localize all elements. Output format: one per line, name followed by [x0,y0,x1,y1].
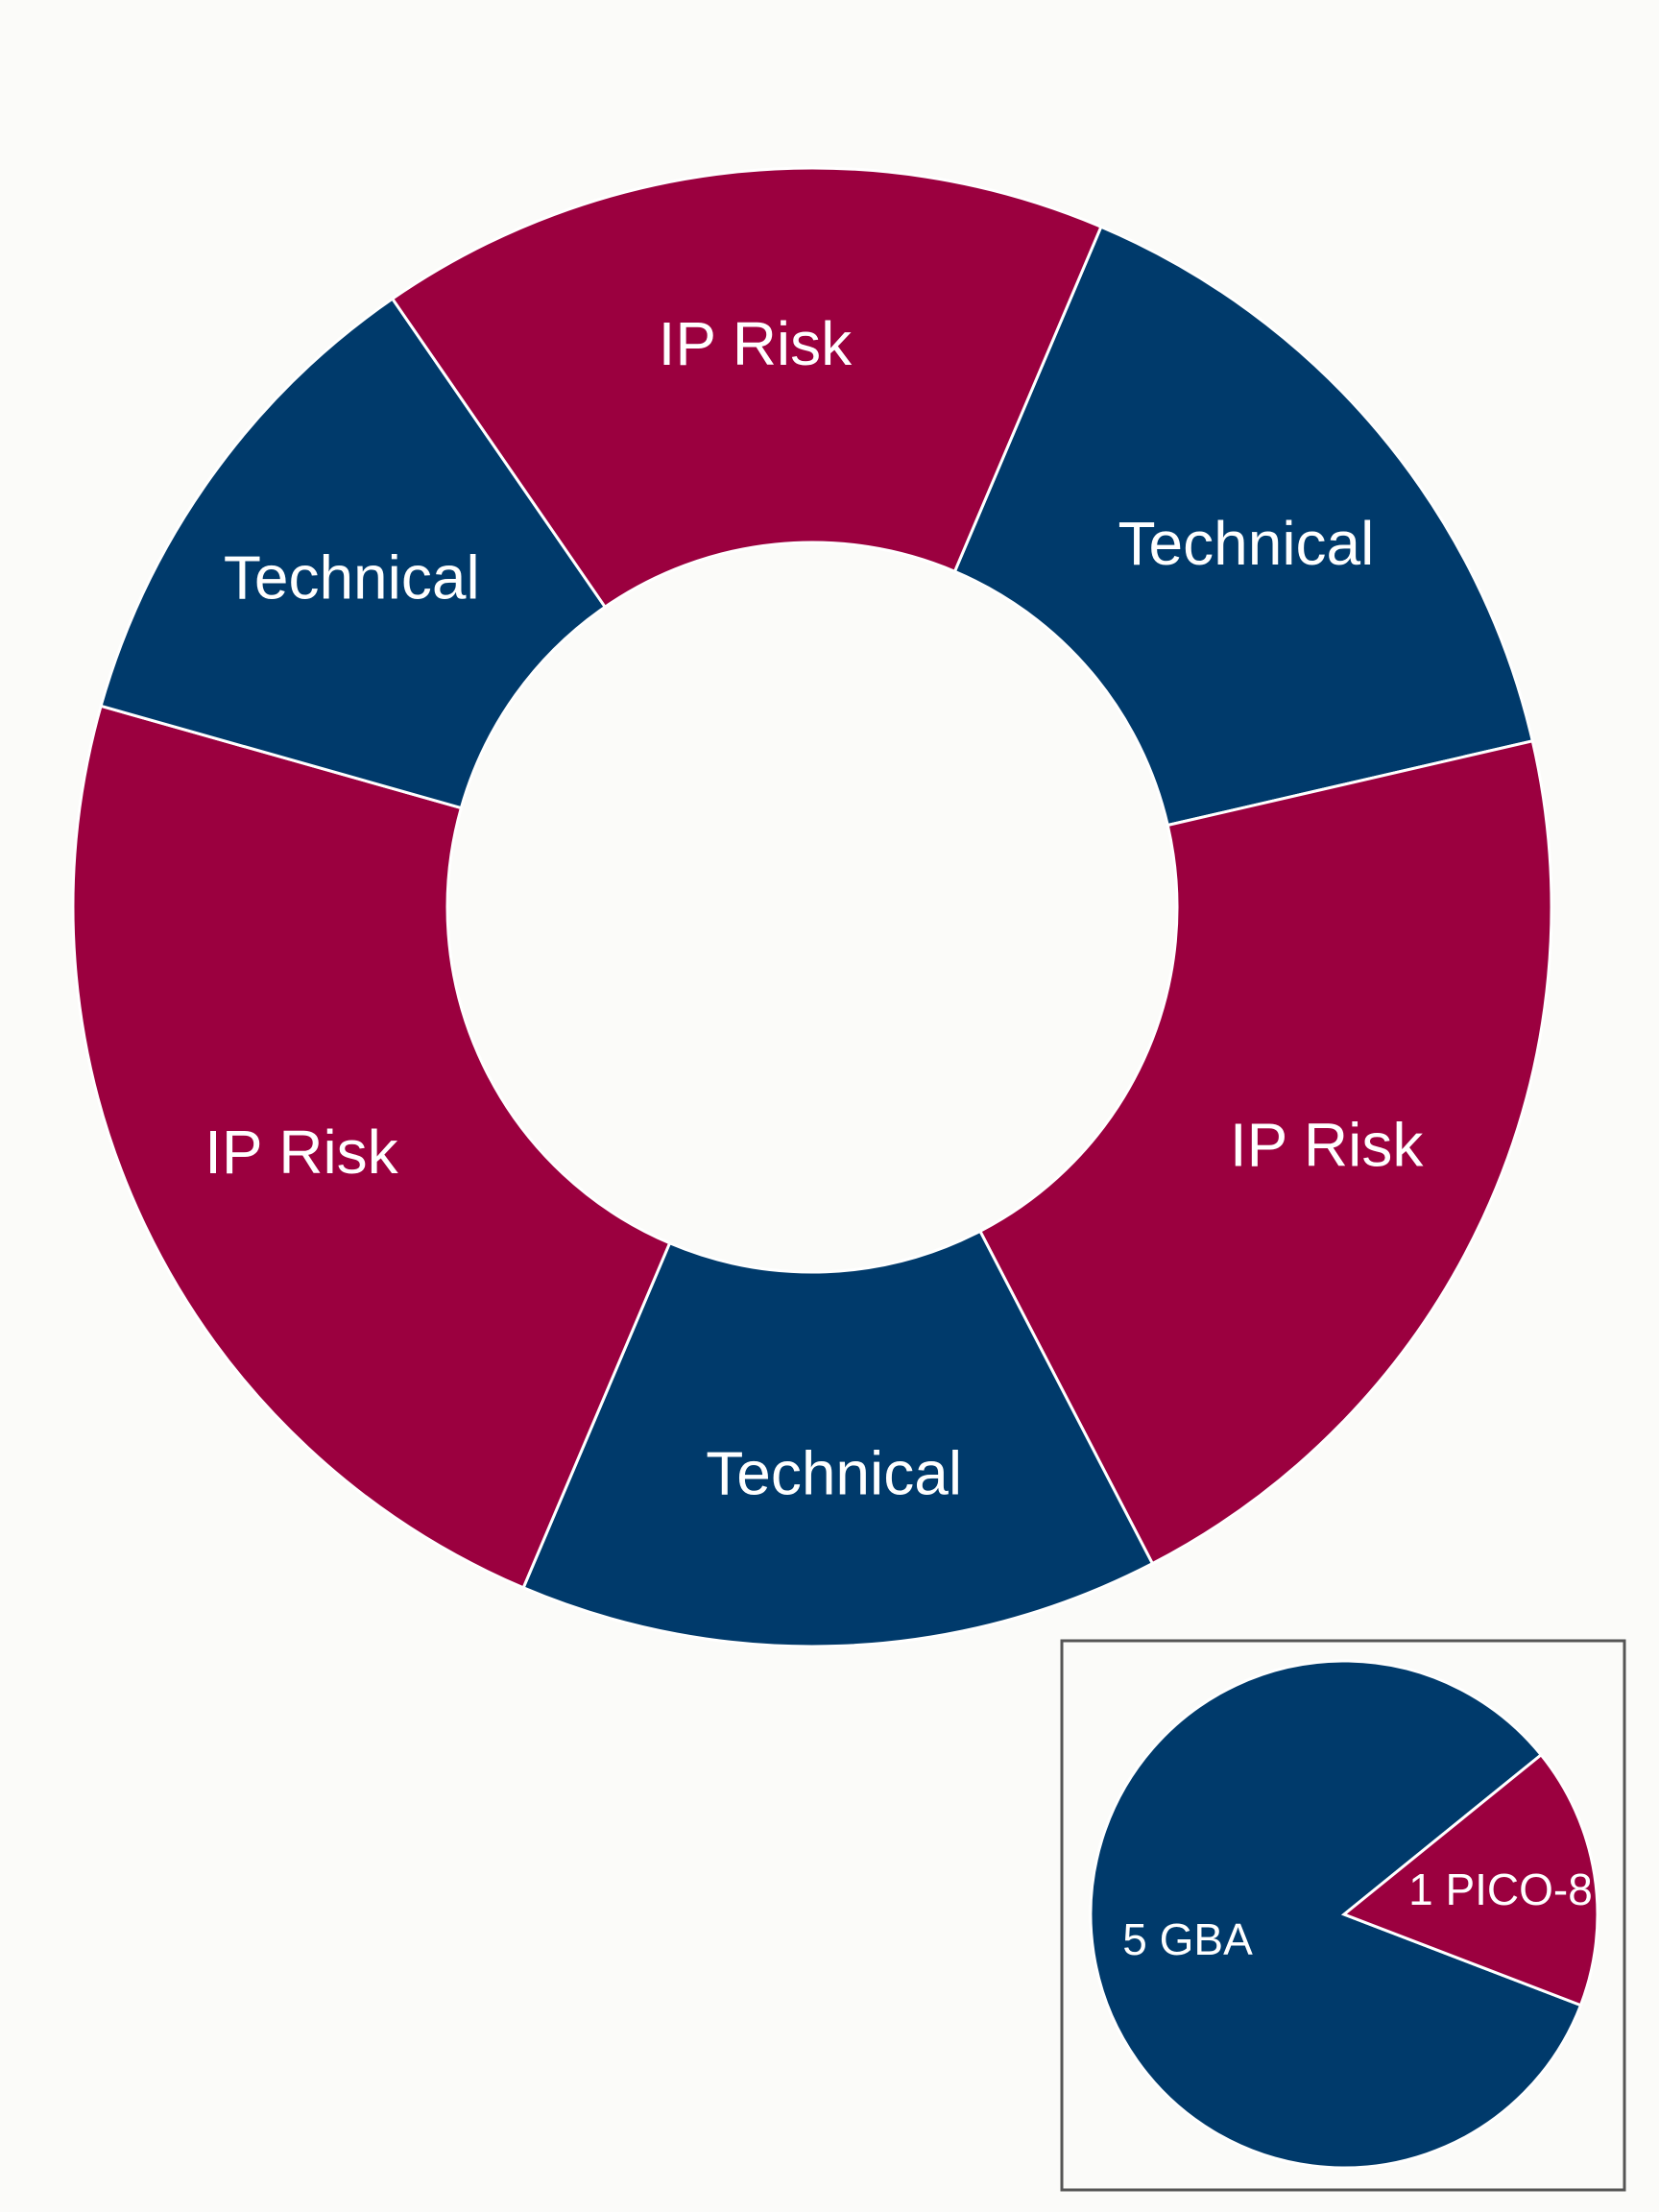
donut-slice-technical-0 [952,225,1535,828]
donut-slice-ip-risk-3 [71,704,672,1590]
donut-slice-label-technical-2: Technical [706,1439,962,1508]
donut-slice-label-ip-risk-1: IP Risk [1230,1110,1425,1179]
inset-pie-chart: 5 GBA 1 PICO-8 [1089,1659,1599,2170]
donut-chart: Technical IP Risk Technical IP Risk Technica… [71,166,1553,1648]
donut-slice-ip-risk-5 [390,166,1103,610]
inset-pie-slice-label-5-gba-0: 5 GBA [1122,1914,1253,1964]
inset-pie-slice-5-gba-0 [1089,1659,1583,2170]
inset-frame [1060,1639,1626,2192]
inset-pie-slice-1-pico-8-1 [1341,1752,1599,2008]
donut-slice-technical-2 [521,1229,1155,1648]
donut-slice-label-technical-4: Technical [224,543,480,613]
donut-slice-label-technical-0: Technical [1118,509,1375,578]
inset-pie-slice-label-1-pico-8-1: 1 PICO-8 [1408,1864,1593,1914]
donut-slice-ip-risk-1 [977,738,1553,1566]
donut-slice-label-ip-risk-3: IP Risk [204,1118,399,1187]
donut-slice-label-ip-risk-5: IP Risk [659,309,854,378]
